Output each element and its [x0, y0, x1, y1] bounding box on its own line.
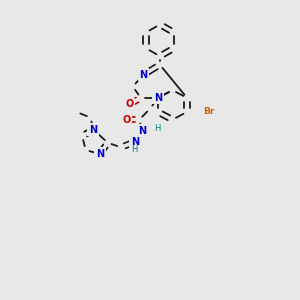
Text: N: N	[138, 126, 146, 136]
Text: Br: Br	[203, 107, 214, 116]
Text: N: N	[131, 137, 139, 147]
Text: N: N	[154, 93, 162, 103]
Text: O: O	[122, 115, 130, 124]
Text: N: N	[139, 70, 148, 80]
Text: N: N	[89, 124, 97, 134]
Text: H: H	[131, 146, 138, 154]
Text: O: O	[125, 99, 134, 110]
Text: N: N	[96, 149, 104, 159]
Text: H: H	[154, 124, 160, 134]
